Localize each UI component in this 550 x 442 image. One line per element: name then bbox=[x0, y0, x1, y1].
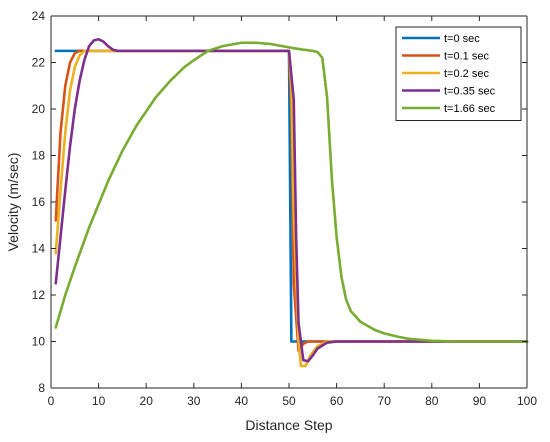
y-tick-label: 8 bbox=[38, 381, 45, 395]
x-tick-label: 20 bbox=[140, 394, 154, 408]
legend-label-1: t=0.1 sec bbox=[444, 51, 489, 63]
x-axis-label: Distance Step bbox=[245, 417, 332, 433]
x-tick-label: 70 bbox=[378, 394, 392, 408]
series-layer bbox=[54, 37, 529, 368]
y-tick-label: 20 bbox=[32, 102, 46, 116]
y-tick-label: 12 bbox=[32, 288, 46, 302]
x-tick-label: 60 bbox=[330, 394, 344, 408]
legend-label-0: t=0 sec bbox=[444, 33, 480, 45]
x-tick-label: 90 bbox=[473, 394, 487, 408]
x-tick-label: 80 bbox=[425, 394, 439, 408]
x-ticks: 0 10 20 30 40 50 60 70 80 90 100 bbox=[48, 16, 537, 408]
x-tick-label: 100 bbox=[517, 394, 537, 408]
y-axis-label: Velocity (m/sec) bbox=[5, 153, 21, 252]
y-tick-label: 14 bbox=[32, 242, 46, 256]
legend-label-2: t=0.2 sec bbox=[444, 68, 489, 80]
series-line-4 bbox=[54, 41, 529, 343]
series-line-3 bbox=[54, 37, 529, 363]
x-tick-label: 40 bbox=[235, 394, 249, 408]
y-tick-label: 22 bbox=[32, 56, 46, 70]
y-tick-label: 18 bbox=[32, 149, 46, 163]
legend-label-4: t=1.66 sec bbox=[444, 103, 496, 115]
y-ticks: 8 10 12 14 16 18 20 22 24 bbox=[32, 9, 527, 395]
legend: t=0 sec t=0.1 sec t=0.2 sec t=0.35 sec t=1.6… bbox=[395, 26, 522, 121]
y-tick-label: 24 bbox=[32, 9, 46, 23]
x-tick-label: 0 bbox=[48, 394, 55, 408]
x-tick-label: 10 bbox=[92, 394, 106, 408]
x-tick-label: 30 bbox=[187, 394, 201, 408]
y-tick-label: 10 bbox=[32, 335, 46, 349]
legend-label-3: t=0.35 sec bbox=[444, 86, 496, 98]
y-tick-label: 16 bbox=[32, 195, 46, 209]
x-tick-label: 50 bbox=[282, 394, 296, 408]
